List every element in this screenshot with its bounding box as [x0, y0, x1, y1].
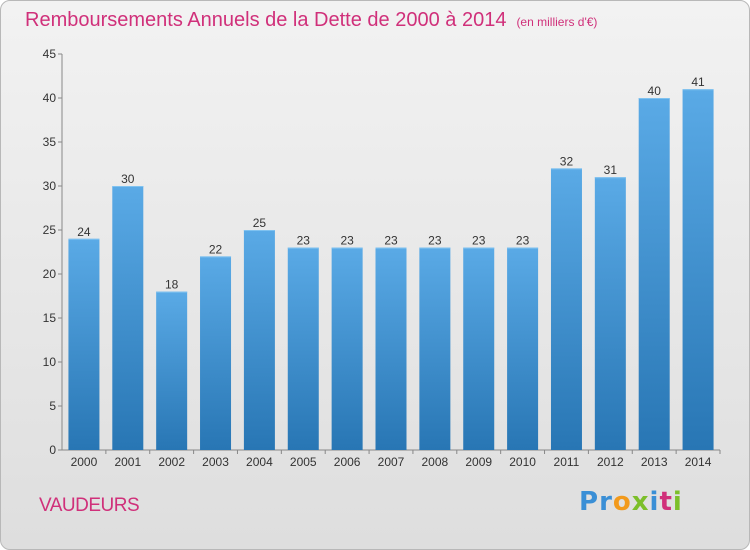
logo-letter: t: [659, 487, 673, 517]
x-tick-label: 2004: [246, 455, 273, 469]
y-tick-label: 25: [43, 223, 57, 237]
x-tick-label: 2012: [597, 455, 624, 469]
chart-data-labels: 24 30 18 22 25 23 23 23 23 23 23 32 31 40 41: [77, 75, 705, 291]
bar-value-label: 32: [560, 154, 574, 168]
bar-value-label: 23: [428, 234, 442, 248]
x-tick-label: 2003: [202, 455, 229, 469]
y-tick-label: 15: [43, 311, 57, 325]
logo-letter: o: [612, 487, 632, 517]
y-tick-label: 30: [43, 179, 57, 193]
x-tick-label: 2002: [158, 455, 185, 469]
chart-bars: [68, 89, 714, 450]
proxiti-logo: Proxiti: [579, 487, 683, 517]
bar: [112, 186, 144, 450]
bar-value-label: 24: [77, 225, 91, 239]
x-tick-label: 2009: [465, 455, 492, 469]
chart-title-text: Remboursements Annuels de la Dette de 20…: [25, 9, 507, 31]
bar-value-label: 23: [297, 234, 311, 248]
chart-axes: 0 5 10 15 20 25 30 35 40 45 2000 2001 2002 2003 2004 20…: [43, 47, 721, 469]
x-tick-label: 2001: [114, 455, 141, 469]
bar-value-label: 30: [121, 172, 135, 186]
bar: [243, 230, 275, 450]
logo-letter: P: [579, 487, 600, 517]
y-tick-label: 5: [49, 399, 56, 413]
bar: [638, 98, 670, 450]
x-tick-label: 2007: [378, 455, 405, 469]
bar: [507, 247, 539, 450]
bar: [200, 256, 232, 450]
bar-value-label: 23: [472, 234, 486, 248]
y-tick-label: 10: [43, 355, 57, 369]
logo-letter: i: [649, 487, 660, 517]
bar: [550, 168, 582, 450]
x-tick-label: 2005: [290, 455, 317, 469]
bar: [375, 247, 407, 450]
x-tick-label: 2013: [641, 455, 668, 469]
bar: [287, 247, 319, 450]
logo-letter: r: [599, 487, 613, 517]
bar-value-label: 23: [340, 234, 354, 248]
bar: [156, 291, 188, 450]
bar-value-label: 22: [209, 242, 223, 256]
x-tick-label: 2006: [334, 455, 361, 469]
bar-value-label: 31: [604, 163, 618, 177]
logo-letter: i: [672, 487, 683, 517]
bar-value-label: 23: [384, 234, 398, 248]
bar-value-label: 23: [516, 234, 530, 248]
bar-value-label: 41: [691, 75, 705, 89]
bar: [463, 247, 495, 450]
logo-letter: x: [631, 487, 650, 517]
chart-title-unit: (en milliers d'€): [516, 15, 598, 29]
x-tick-label: 2014: [685, 455, 712, 469]
x-tick-label: 2008: [422, 455, 449, 469]
bar-value-label: 40: [648, 84, 662, 98]
bar: [331, 247, 363, 450]
chart-title: Remboursements Annuels de la Dette de 20…: [25, 9, 597, 32]
bar: [68, 238, 100, 450]
bar-value-label: 18: [165, 278, 179, 292]
y-tick-label: 45: [43, 47, 57, 61]
bar: [682, 89, 714, 450]
bar: [594, 177, 626, 450]
y-tick-label: 35: [43, 135, 57, 149]
x-tick-label: 2011: [554, 455, 580, 469]
y-tick-label: 0: [49, 443, 56, 457]
bar-value-label: 25: [253, 216, 267, 230]
x-tick-label: 2010: [509, 455, 536, 469]
bar: [419, 247, 451, 450]
y-tick-label: 20: [43, 267, 57, 281]
y-tick-label: 40: [43, 91, 57, 105]
commune-name: VAUDEURS: [39, 495, 140, 516]
x-tick-label: 2000: [71, 455, 98, 469]
